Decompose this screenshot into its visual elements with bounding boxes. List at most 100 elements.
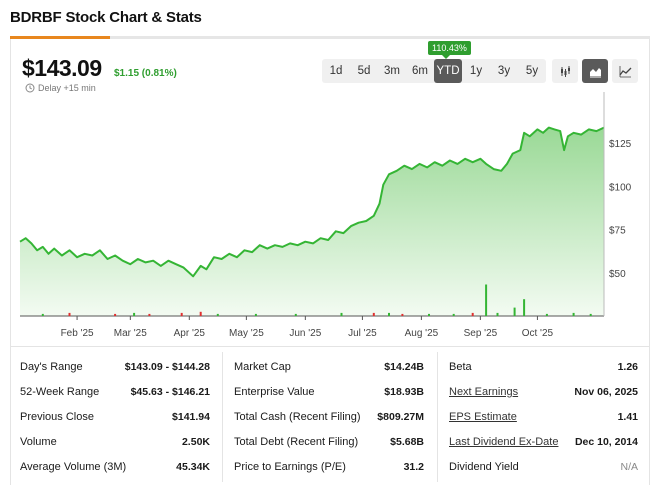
stat-row: EPS Estimate 1.41 [449, 404, 638, 429]
candlestick-icon [560, 65, 570, 77]
stat-row: Total Cash (Recent Filing) $809.27M [234, 404, 424, 429]
candlestick-chart-button[interactable] [552, 59, 578, 83]
stat-value: $809.27M [377, 410, 424, 423]
range-button-3y[interactable]: 3y [497, 65, 511, 77]
volume-bar [485, 284, 488, 316]
stats-column-dividends: Beta 1.26 Next Earnings Nov 06, 2025 EPS Est… [449, 354, 638, 480]
stat-value: $5.68B [390, 436, 424, 449]
clock-icon [25, 83, 35, 93]
x-tick-label: Jun '25 [289, 328, 321, 339]
stat-label: Total Debt (Recent Filing) [234, 436, 359, 449]
stat-value: 1.26 [617, 360, 638, 373]
stat-row: Volume 2.50K [20, 430, 210, 455]
range-button-3m[interactable]: 3m [384, 65, 400, 77]
stats-top-divider [11, 346, 649, 347]
stat-value: Nov 06, 2025 [574, 385, 638, 398]
stat-label: Total Cash (Recent Filing) [234, 410, 361, 423]
volume-bar [572, 312, 575, 317]
x-tick-label: Oct '25 [522, 328, 554, 339]
stat-row: Last Dividend Ex-Date Dec 10, 2014 [449, 430, 638, 455]
current-price: $143.09 [22, 55, 102, 81]
stats-column-valuation: Market Cap $14.24B Enterprise Value $18.93B… [234, 354, 424, 480]
chart-panel [10, 39, 650, 485]
volume-bar [133, 312, 136, 317]
volume-bar [180, 312, 183, 317]
stat-row: Beta 1.26 [449, 354, 638, 379]
x-tick-label: Mar '25 [114, 328, 147, 339]
stat-row: Enterprise Value $18.93B [234, 379, 424, 404]
stat-row: Day's Range $143.09 - $144.28 [20, 354, 210, 379]
title-divider [10, 36, 650, 39]
stat-value: 1.41 [617, 410, 638, 423]
stat-value: $143.09 - $144.28 [124, 360, 210, 373]
stat-label[interactable]: Next Earnings [449, 385, 519, 398]
range-button-5d[interactable]: 5d [357, 65, 371, 77]
area-chart-button[interactable] [582, 59, 608, 83]
stat-value: 31.2 [403, 461, 424, 474]
volume-bar [401, 313, 404, 316]
volume-bar [340, 312, 343, 317]
x-tick-label: Sep '25 [464, 328, 498, 339]
stat-value: $14.24B [384, 360, 424, 373]
x-tick-label: May '25 [229, 328, 264, 339]
stat-label: Beta [449, 360, 472, 373]
stat-label: Price to Earnings (P/E) [234, 461, 346, 474]
stat-label: Day's Range [20, 360, 83, 373]
volume-bar [388, 312, 390, 317]
stat-row: Dividend Yield N/A [449, 455, 638, 480]
stat-row: 52-Week Range $45.63 - $146.21 [20, 379, 210, 404]
title-accent-bar [10, 36, 110, 39]
volume-bar [471, 312, 474, 317]
volume-bar [589, 313, 592, 316]
range-button-5y[interactable]: 5y [525, 65, 539, 77]
ytd-change-badge: 110.43% [428, 41, 471, 59]
volume-bar [452, 313, 455, 316]
stat-value: 45.34K [176, 461, 210, 474]
chart-type-selector [552, 59, 638, 83]
volume-bar [372, 312, 375, 317]
y-tick-label: $50 [609, 269, 626, 280]
volume-bar [428, 313, 430, 316]
range-button-1d[interactable]: 1d [329, 65, 343, 77]
stat-row: Next Earnings Nov 06, 2025 [449, 379, 638, 404]
range-button-1y[interactable]: 1y [469, 65, 483, 77]
stat-value: $141.94 [172, 410, 210, 423]
y-tick-label: $75 [609, 226, 626, 237]
x-tick-label: Feb '25 [61, 328, 94, 339]
volume-bar [114, 313, 117, 316]
stat-label: Market Cap [234, 360, 291, 373]
stats-divider-1 [222, 352, 223, 482]
stat-label: 52-Week Range [20, 385, 100, 398]
time-range-selector: 1d 5d 3m 6m YTD 1y 3y 5y [322, 59, 546, 83]
delay-text: Delay +15 min [38, 83, 96, 93]
stat-value: N/A [620, 461, 638, 474]
page-title: BDRBF Stock Chart & Stats [10, 9, 202, 26]
volume-bar [496, 312, 499, 317]
stat-label: Average Volume (3M) [20, 461, 127, 474]
volume-bar [148, 313, 151, 316]
volume-bar [41, 313, 44, 316]
volume-bar [199, 311, 202, 316]
stat-value: $18.93B [384, 385, 424, 398]
range-button-ytd[interactable]: YTD [434, 59, 462, 83]
price-chart[interactable]: $125 $100 $75 $50 Feb '25 Mar '25 Apr '25 May '… [0, 0, 657, 345]
price-line [19, 126, 605, 278]
delay-note: Delay +15 min [25, 83, 96, 93]
stat-label: Previous Close [20, 410, 94, 423]
stat-label: Volume [20, 436, 57, 449]
stat-label[interactable]: Last Dividend Ex-Date [449, 436, 559, 449]
stat-row: Previous Close $141.94 [20, 404, 210, 429]
stat-value: 2.50K [181, 436, 210, 449]
y-tick-label: $100 [609, 182, 632, 193]
stat-label: Enterprise Value [234, 385, 315, 398]
stats-column-trading: Day's Range $143.09 - $144.28 52-Week Rang… [20, 354, 210, 480]
x-tick-label: Apr '25 [174, 328, 206, 339]
volume-bar [216, 313, 219, 316]
stat-value: Dec 10, 2014 [574, 436, 638, 449]
line-chart-button[interactable] [612, 59, 638, 83]
range-button-6m[interactable]: 6m [412, 65, 428, 77]
stat-label[interactable]: EPS Estimate [449, 410, 517, 423]
area-chart-icon [589, 67, 601, 77]
stat-value: $45.63 - $146.21 [130, 385, 210, 398]
stat-label: Dividend Yield [449, 461, 519, 474]
